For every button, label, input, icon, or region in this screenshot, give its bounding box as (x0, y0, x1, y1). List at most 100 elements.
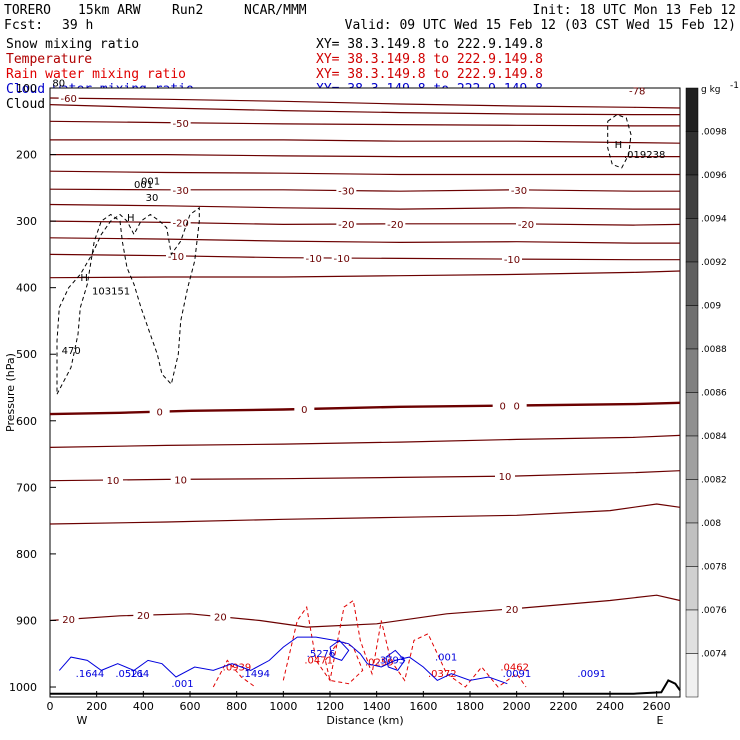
run-description: 15km ARW (78, 3, 141, 18)
x-tick-label: 1800 (456, 700, 484, 713)
valid-time: Valid: 09 UTC Wed 15 Feb 12 (03 CST Wed … (345, 18, 736, 33)
isotherm-label-bg (336, 218, 357, 230)
colorbar-label: .0082 (701, 476, 727, 486)
isotherm-label-bg (385, 217, 406, 229)
colorbar-label: .009 (701, 302, 721, 312)
colorbar-label: .0098 (701, 128, 727, 138)
colorbar-segment (685, 348, 699, 393)
isotherm-label: 10 (107, 476, 120, 487)
field-xy-range: XY= 38.3.149.8 to 222.9.149.8 (316, 52, 543, 67)
isotherm-label-bg (492, 399, 513, 411)
isotherm-label: -20 (172, 219, 188, 230)
isotherm-label: -20 (338, 220, 354, 231)
colorbar-label: .0088 (701, 345, 727, 355)
colorbar-unit: g kg (701, 85, 721, 95)
cloud-water-label: .001 (435, 652, 457, 663)
colorbar-segment (685, 566, 699, 611)
isotherm-label-bg (502, 253, 522, 265)
isotherm-label: 10 (499, 472, 512, 483)
cloud-water-label: .3793 (377, 656, 406, 667)
isotherm-label: -10 (305, 254, 321, 265)
isotherm-label-bg (166, 249, 186, 261)
cloud-water-contour (385, 649, 406, 672)
init-time: Init: 18 UTC Mon 13 Feb 12 (533, 3, 737, 18)
isotherm-label: 20 (137, 611, 150, 622)
x-tick-label: 0 (47, 700, 54, 713)
field-xy-range: XY= 38.3.149.8 to 222.9.149.8 (316, 37, 543, 52)
x-tick-label: 1600 (409, 700, 437, 713)
isotherm-label: 20 (214, 613, 227, 624)
colorbar-label: .0076 (701, 606, 727, 616)
snow-label: 30 (146, 193, 159, 204)
x-tick-label: 400 (133, 700, 154, 713)
colorbar-segment (685, 392, 699, 437)
snow-label: H (80, 273, 88, 284)
isotherm-label: -10 (504, 255, 520, 266)
y-tick-label: 600 (16, 415, 37, 428)
colorbar-segment (685, 479, 699, 524)
x-tick-label: 1000 (269, 700, 297, 713)
isotherm (49, 97, 681, 109)
rain-label: .0939 (223, 662, 252, 673)
colorbar-label: .0074 (701, 650, 727, 660)
cloud-water-contour (329, 639, 350, 661)
snow-label: 80 (52, 79, 65, 90)
isotherm-label-bg (336, 184, 357, 196)
colorbar-unit-exponent: -1 (730, 81, 739, 91)
isotherm (50, 139, 681, 144)
isotherm-label: -20 (518, 220, 534, 231)
isotherm-label-bg (149, 405, 170, 417)
cloud-water-label: .5276 (307, 649, 336, 660)
y-tick-label: 100 (16, 82, 37, 95)
colorbar: .0098 .0096 .0094 .0092 .009 .0088 .0086 .0084.… (685, 81, 739, 698)
x-tick-label: 600 (180, 700, 201, 713)
terrain-line (50, 679, 681, 695)
y-tick-label: 700 (16, 481, 37, 494)
isotherm-label: -30 (172, 186, 188, 197)
east-label: E (657, 714, 664, 727)
isotherm-label-bg (170, 183, 191, 195)
colorbar-segment (685, 305, 699, 350)
snow-label: H (127, 213, 135, 224)
y-tick-label: 400 (16, 282, 37, 295)
isotherm-label: -50 (172, 119, 188, 130)
snow-label: 001 (134, 180, 153, 191)
rain-label: .0462 (500, 662, 529, 673)
colorbar-label: .0094 (701, 215, 727, 225)
isotherm-label: 0 (301, 405, 307, 416)
isotherm-label: -60 (60, 94, 76, 105)
isotherm-label-bg (495, 470, 515, 482)
y-tick-label: 200 (16, 149, 37, 162)
snow-contour (607, 114, 632, 169)
cloud-water-label: .1644 (76, 669, 105, 680)
isotherm (49, 594, 681, 628)
axes: 0 200 400 600 800 1000 1200 1400 1600 1800 2000 220… (4, 82, 671, 727)
y-tick-label: 800 (16, 548, 37, 561)
colorbar-label: .0086 (701, 389, 727, 399)
isotherm-label: -10 (168, 252, 184, 263)
y-tick-label: 1000 (9, 681, 37, 694)
x-tick-label: 800 (226, 700, 247, 713)
x-tick-label: 2400 (596, 700, 624, 713)
snow-label: 103151 (92, 286, 130, 297)
isotherm-label-bg (502, 602, 522, 614)
rain-label: .0259 (365, 658, 394, 669)
temperature-contours: -60 -50 -30 -30 -30 -20 -20 -20 -20 -10 -10 -10 -10 0… (49, 92, 681, 628)
plot-area: -60 -50 -30 -30 -30 -20 -20 -20 -20 -10 -10 -10 -10 0… (49, 79, 681, 698)
isotherm-label-bg (58, 92, 79, 104)
forecast-value: 39 h (62, 18, 93, 33)
isotherm-label-bg (294, 402, 315, 414)
colorbar-segment (685, 131, 699, 176)
organization: NCAR/MMM (244, 3, 307, 18)
isotherm (49, 120, 680, 127)
colorbar-label: .008 (701, 519, 721, 529)
colorbar-segment (685, 87, 699, 132)
rain-label: .0372 (428, 669, 457, 680)
isotherm (49, 503, 681, 525)
snow-label: 470 (62, 346, 81, 357)
snow-label: .019238 (624, 150, 665, 161)
y-tick-label: 900 (16, 614, 37, 627)
colorbar-segment (685, 435, 699, 480)
isotherm-label: 0 (513, 401, 519, 412)
